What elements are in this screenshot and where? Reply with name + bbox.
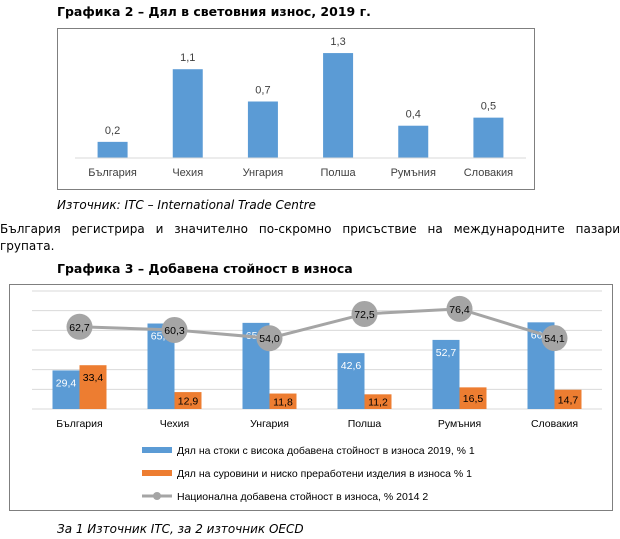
bar-label-3: 1,3 xyxy=(330,36,345,48)
category-label-2: Унгария xyxy=(243,167,284,179)
bar-label-5: 0,5 xyxy=(481,101,496,113)
bar-high-value-0 xyxy=(52,370,80,409)
category-label-4: Румъния xyxy=(391,167,436,179)
bar-raw-material-label-5: 14,7 xyxy=(558,394,579,406)
legend-national-value-text: Национална добавена стойност в износа, %… xyxy=(177,491,428,503)
bar-high-value-label-3: 42,6 xyxy=(341,360,362,372)
bar-raw-material-label-0: 33,4 xyxy=(83,372,104,384)
line-label-5: 54,1 xyxy=(544,333,565,345)
category-label-3: Полша xyxy=(321,167,357,179)
bar-label-2: 0,7 xyxy=(255,85,270,97)
line-marker-3 xyxy=(351,300,378,327)
line-label-1: 60,3 xyxy=(164,325,185,337)
line-label-3: 72,5 xyxy=(354,309,375,321)
line-marker-4 xyxy=(446,295,473,322)
bar-2 xyxy=(247,101,278,158)
bar-0 xyxy=(97,141,128,158)
chart1-frame: 0,2 България 1,1 Чехия 0,7 Унгария 1,3 Полша 0,4… xyxy=(57,28,535,190)
bar-4 xyxy=(398,125,429,158)
category-label-1: Чехия xyxy=(160,418,189,430)
paragraph-line-2: групата. xyxy=(0,239,55,253)
category-label-0: България xyxy=(88,167,137,179)
bar-raw-material-5 xyxy=(554,389,582,409)
chart2-svg: 29,4 33,4България65,212,9Чехия65,711,8Унг… xyxy=(32,290,602,503)
bar-3 xyxy=(323,53,354,158)
line-label-0: 62,7 xyxy=(69,322,90,334)
bar-high-value-4 xyxy=(432,339,460,409)
bar-label-4: 0,4 xyxy=(406,109,421,121)
category-label-2: Унгария xyxy=(250,418,289,430)
bar-label-0: 0,2 xyxy=(105,125,120,137)
line-label-4: 76,4 xyxy=(449,304,470,316)
chart2-caption: Графика 3 – Добавена стойност в износа xyxy=(57,261,353,276)
line-marker-1 xyxy=(161,316,188,343)
bar-high-value-3 xyxy=(337,353,365,409)
line-national-value xyxy=(79,307,555,340)
category-label-3: Полша xyxy=(348,418,382,430)
category-label-5: Словакия xyxy=(531,418,578,430)
legend-high-value-text: Дял на стоки с висока добавена стойност … xyxy=(177,445,475,457)
chart1-svg: 0,2 България 1,1 Чехия 0,7 Унгария 1,3 Полша 0,4… xyxy=(75,36,526,179)
bar-raw-material-label-1: 12,9 xyxy=(178,396,199,408)
bar-raw-material-0 xyxy=(79,365,107,409)
bar-label-1: 1,1 xyxy=(180,52,195,64)
chart1-caption: Графика 2 – Дял в световния износ, 2019 … xyxy=(57,4,371,19)
bar-raw-material-label-4: 16,5 xyxy=(463,393,484,405)
line-marker-2 xyxy=(256,325,283,352)
line-label-2: 54,0 xyxy=(259,333,280,345)
category-label-0: България xyxy=(56,418,102,430)
category-label-5: Словакия xyxy=(464,167,513,179)
bar-1 xyxy=(172,69,203,158)
bar-high-value-label-0: 29,4 xyxy=(56,377,77,389)
legend-raw-material-swatch xyxy=(142,470,172,476)
paragraph-line-1: България регистрира и значително по-скро… xyxy=(0,222,620,236)
category-label-4: Румъния xyxy=(438,418,481,430)
legend-high-value-swatch xyxy=(142,447,172,453)
body-paragraph: България регистрира и значително по-скро… xyxy=(0,221,620,255)
bar-raw-material-1 xyxy=(174,392,202,409)
chart2-source: За 1 Източник ITC, за 2 източник OECD xyxy=(57,522,304,536)
bar-high-value-label-4: 52,7 xyxy=(436,347,457,359)
bar-raw-material-4 xyxy=(459,387,487,409)
legend-raw-material-text: Дял на суровини и ниско преработени изде… xyxy=(177,468,472,480)
line-marker-0 xyxy=(66,313,93,340)
bar-5 xyxy=(473,117,504,158)
bar-raw-material-3 xyxy=(364,394,392,409)
bar-raw-material-label-2: 11,8 xyxy=(273,396,293,408)
bar-raw-material-2 xyxy=(269,393,297,409)
chart1-source: Източник: ITC – International Trade Cent… xyxy=(57,198,316,212)
chart2-frame: 29,4 33,4 България 65,2 12,9 Чехия 65,7 11,8 Унг… xyxy=(9,284,613,511)
line-marker-5 xyxy=(541,325,568,352)
legend-national-value-swatch-marker xyxy=(153,492,161,500)
category-label-1: Чехия xyxy=(172,167,203,179)
bar-raw-material-label-3: 11,2 xyxy=(368,397,388,409)
